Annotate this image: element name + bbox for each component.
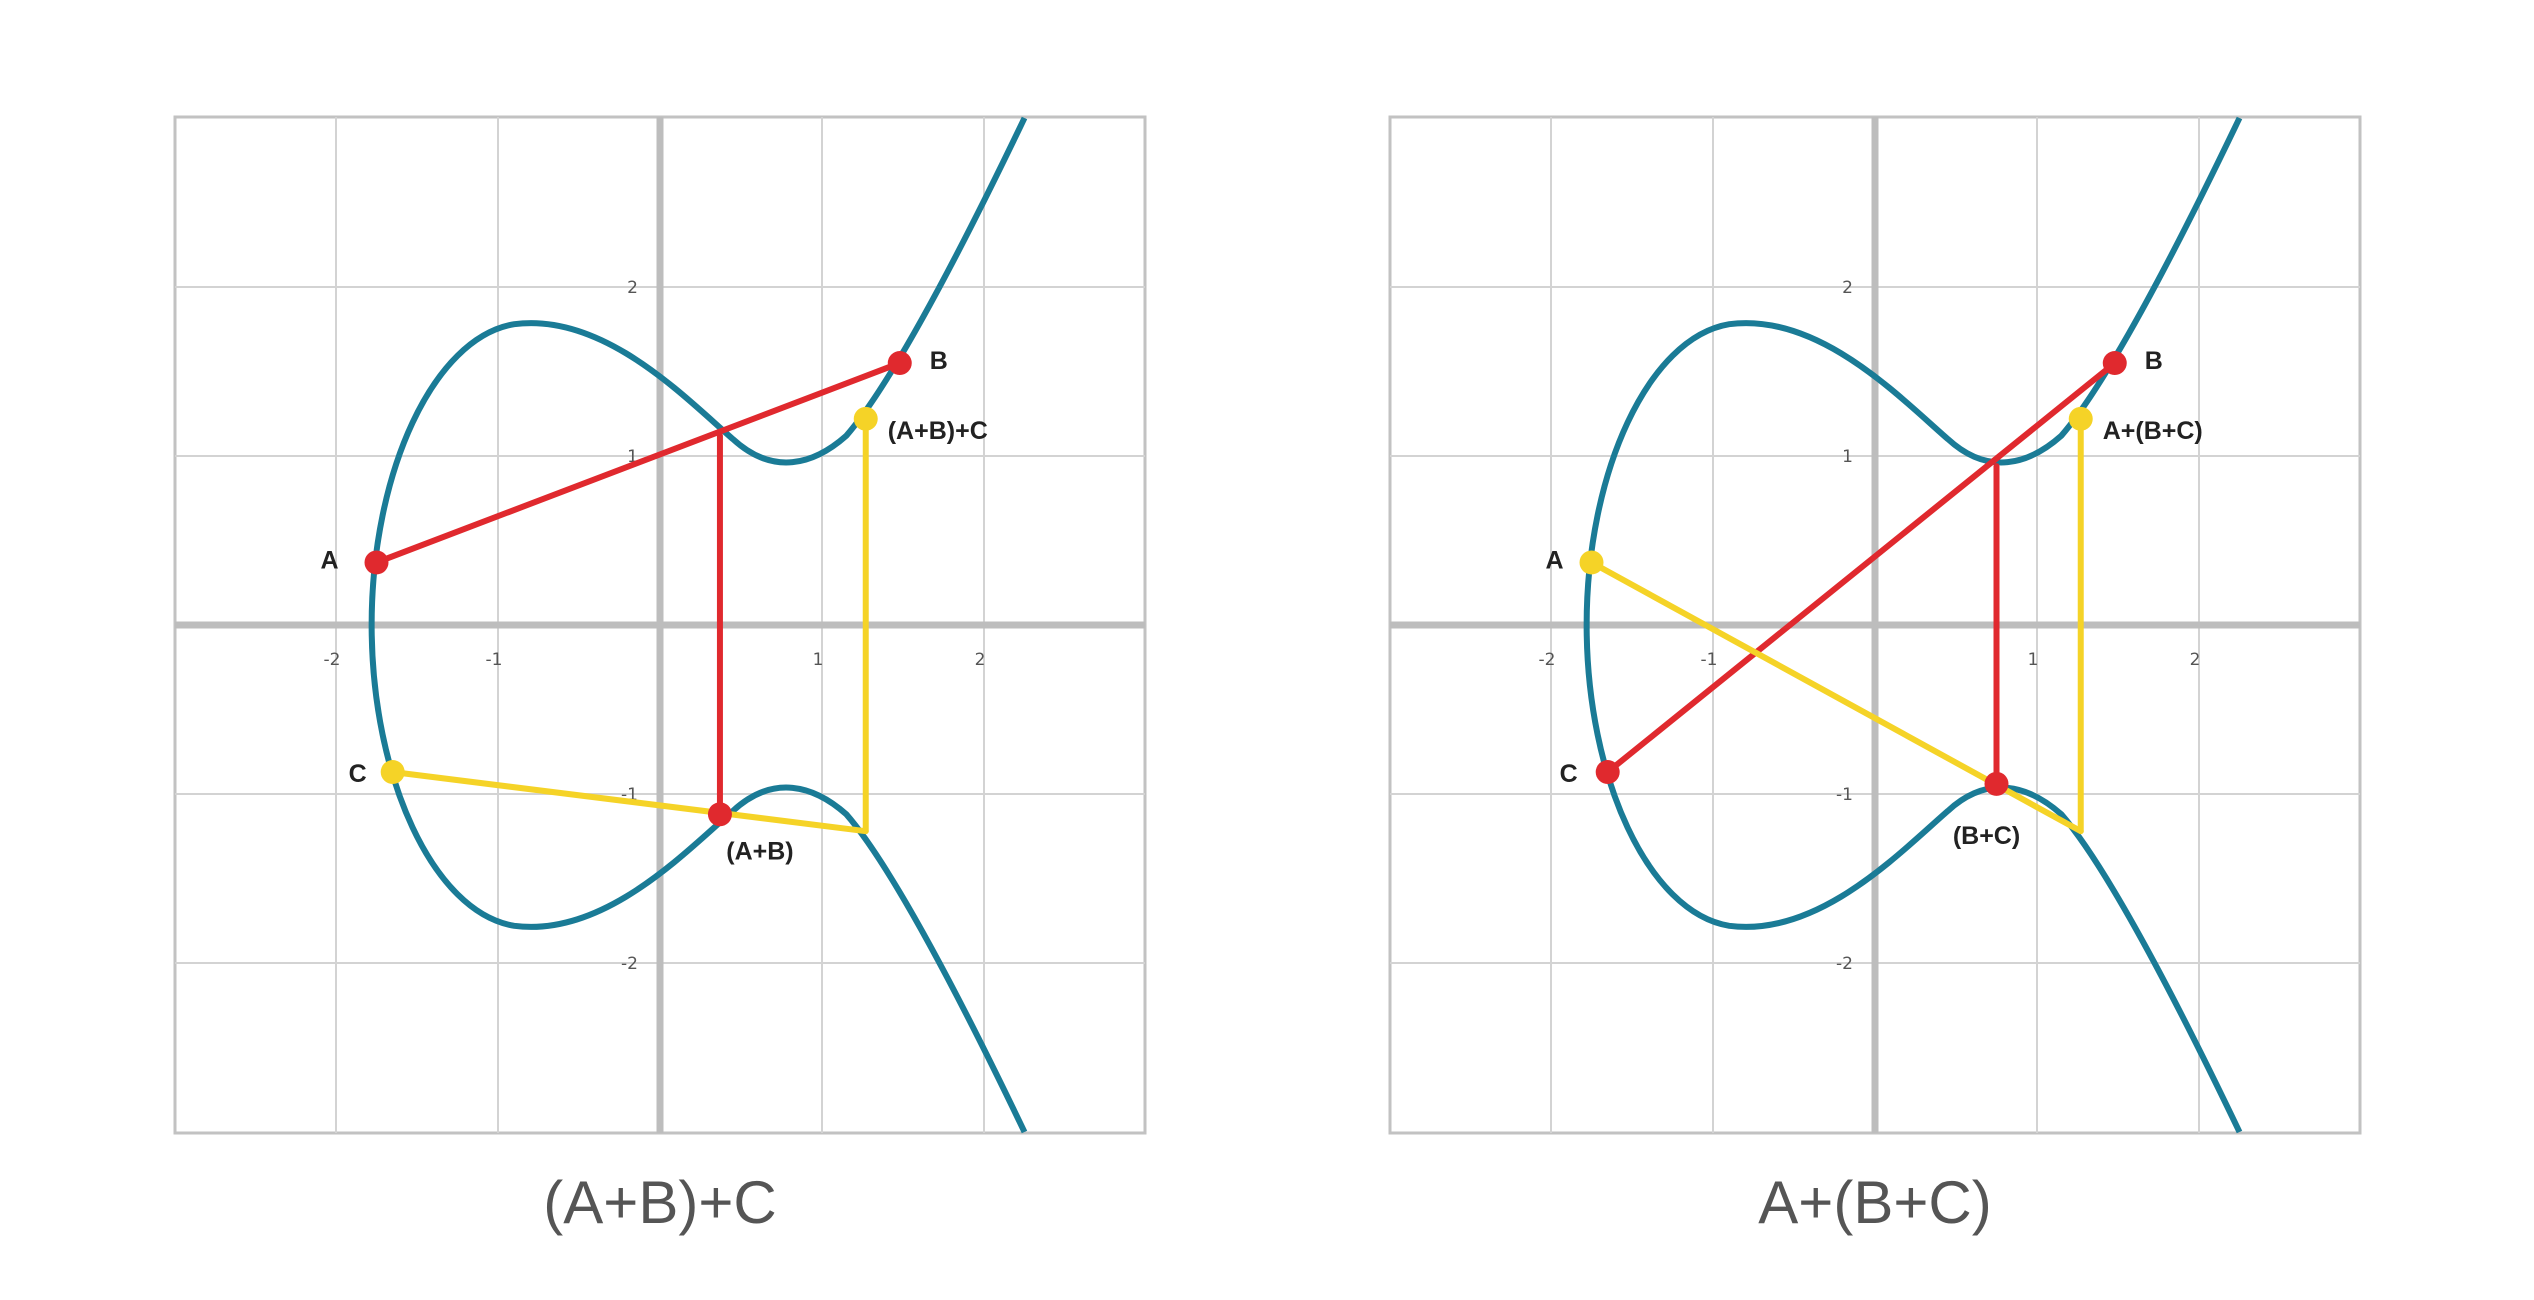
point-label: C [349, 760, 367, 788]
point-label: B [930, 347, 948, 375]
y-tick-label: 1 [1842, 447, 1853, 467]
x-tick-label: 1 [813, 650, 824, 670]
point-marker [364, 550, 389, 575]
elliptic-curve-branch [1583, 624, 2243, 1134]
x-tick-label: -2 [1539, 650, 1556, 670]
point-marker [1579, 550, 1604, 575]
x-tick-label: 2 [2190, 650, 2201, 670]
point-label: A [1545, 546, 1563, 574]
point-marker [707, 802, 732, 827]
point-label: (A+B)+C [888, 417, 988, 445]
point-marker [1595, 760, 1620, 785]
y-tick-label: 1 [627, 447, 638, 467]
y-tick-label: 2 [1842, 278, 1853, 298]
point-label: C [1560, 760, 1578, 788]
point-marker [2102, 351, 2127, 376]
chart-right: -2 -1 1 2 2 1 -1 -2 A B C (B+C) A+(B+C) [1388, 115, 2362, 1135]
point-label: A+(B+C) [2103, 417, 2203, 445]
point-marker [1984, 771, 2009, 796]
caption-right: A+(B+C) [1758, 1169, 1992, 1236]
point-label: B [2145, 347, 2163, 375]
elliptic-curve-loop [1583, 116, 2243, 626]
y-tick-label: -2 [621, 954, 638, 974]
point-marker [853, 406, 878, 431]
y-tick-label: -1 [1836, 785, 1853, 805]
point-label: (B+C) [1953, 822, 2020, 850]
x-tick-label: -1 [1701, 650, 1718, 670]
point-label: A [320, 546, 338, 574]
line-c-b [1604, 360, 2118, 776]
x-tick-label: -1 [486, 650, 503, 670]
point-marker [2068, 406, 2093, 431]
x-tick-label: 1 [2028, 650, 2039, 670]
chart-left: -2 -1 1 221-1-2 AB(A+B)C(A+B)+C [173, 115, 1147, 1135]
point-marker [380, 760, 405, 785]
x-tick-label: 2 [975, 650, 986, 670]
caption-left: (A+B)+C [543, 1169, 777, 1236]
line-c-ab [389, 769, 869, 835]
point-label: (A+B) [726, 837, 793, 865]
line-a-b [373, 360, 903, 566]
elliptic-curve-branch [368, 624, 1028, 1134]
y-tick-label: -2 [1836, 954, 1853, 974]
point-marker [887, 351, 912, 376]
elliptic-curve-loop [368, 116, 1028, 626]
x-tick-label: -2 [324, 650, 341, 670]
y-tick-label: 2 [627, 278, 638, 298]
